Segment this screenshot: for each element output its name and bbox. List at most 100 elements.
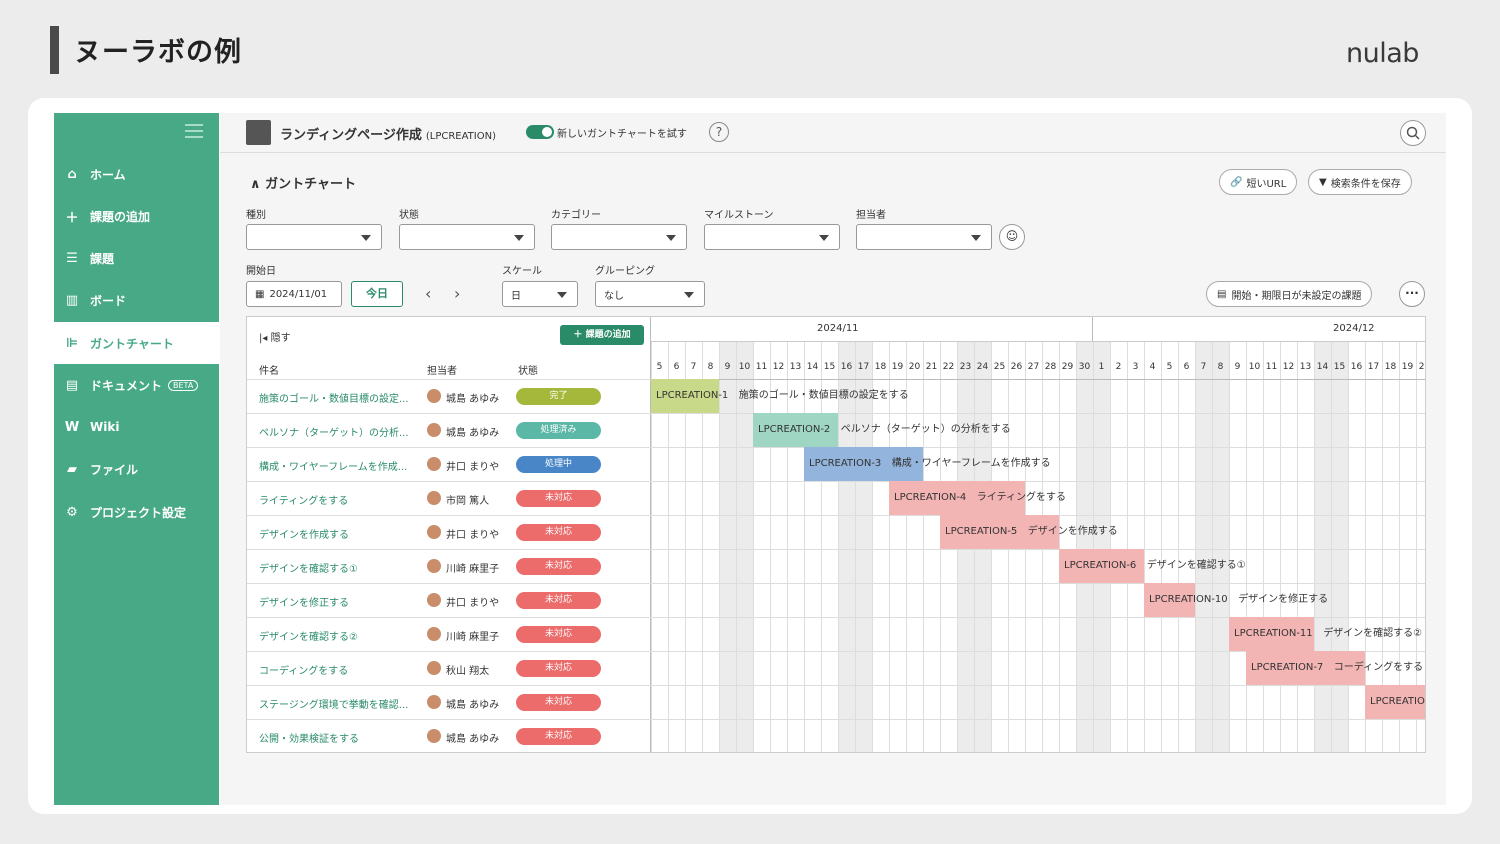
new-gantt-toggle[interactable]	[526, 125, 554, 139]
day-number: 12	[1282, 362, 1295, 372]
gantt-bar[interactable]: LPCREATION-7	[1246, 651, 1365, 685]
sidebar-item-document[interactable]: ▤ ドキュメント BETA	[54, 364, 219, 406]
search-icon[interactable]	[1400, 120, 1426, 146]
sidebar-item-board[interactable]: ▥ ボード	[65, 292, 127, 308]
day-number: 8	[707, 362, 714, 372]
file-icon: ▰	[67, 461, 77, 477]
day-column	[821, 342, 838, 752]
status-select[interactable]	[399, 224, 535, 250]
gantt-section-title[interactable]: ∧ ガントチャート	[250, 177, 356, 192]
next-arrow-icon[interactable]: ›	[454, 284, 461, 303]
table-row[interactable]: 構成・ワイヤーフレームを作成... 井口 まりや 処理中	[247, 447, 651, 481]
task-name-link[interactable]: 公開・効果検証をする	[259, 734, 359, 745]
project-title[interactable]: ランディングページ作成 (LPCREATION)	[280, 128, 496, 143]
table-row[interactable]: 公開・効果検証をする 城島 あゆみ 未対応	[247, 719, 651, 752]
sidebar-item-files[interactable]: ▰ ファイル	[54, 448, 219, 490]
day-column	[1246, 342, 1263, 752]
assignee-label: 担当者	[856, 210, 886, 221]
gantt-bar[interactable]: LPCREATION-5	[940, 515, 1059, 549]
status-badge: 未対応	[516, 524, 601, 541]
day-number: 23	[959, 362, 972, 372]
scale-select[interactable]: 日	[502, 281, 578, 307]
grouping-select[interactable]: なし	[595, 281, 705, 307]
short-url-button[interactable]: 🔗 短いURL	[1219, 169, 1298, 195]
help-icon[interactable]: ?	[709, 122, 729, 142]
plus-icon: ＋	[65, 210, 79, 226]
add-task-button[interactable]: ＋ 課題の追加	[560, 325, 644, 345]
status-badge: 未対応	[516, 490, 601, 507]
sidebar-item-gantt[interactable]: ⊫ ガントチャート	[54, 322, 219, 364]
type-select[interactable]	[246, 224, 382, 250]
category-select[interactable]	[551, 224, 687, 250]
day-column	[787, 342, 804, 752]
task-name-link[interactable]: コーディングをする	[259, 666, 349, 677]
gantt-bar[interactable]: LPCREATION-2	[753, 413, 838, 447]
table-row[interactable]: デザインを確認する① 川崎 麻里子 未対応	[247, 549, 651, 583]
task-name-link[interactable]: 施策のゴール・数値目標の設定...	[259, 394, 409, 405]
status-badge: 未対応	[516, 626, 601, 643]
day-number: 7	[690, 362, 697, 372]
table-row[interactable]: ペルソナ（ターゲット）の分析... 城島 あゆみ 処理済み	[247, 413, 651, 447]
table-row[interactable]: デザインを確認する② 川崎 麻里子 未対応	[247, 617, 651, 651]
day-column	[753, 342, 770, 752]
task-name-link[interactable]: デザインを作成する	[259, 530, 349, 541]
task-name-link[interactable]: 構成・ワイヤーフレームを作成...	[259, 462, 408, 473]
task-name-link[interactable]: デザインを確認する②	[259, 632, 358, 643]
day-number: 10	[1248, 362, 1261, 372]
table-row[interactable]: コーディングをする 秋山 翔太 未対応	[247, 651, 651, 685]
status-badge: 処理済み	[516, 422, 601, 439]
day-number: 9	[724, 362, 731, 372]
gantt-bar[interactable]: LPCREATION-6	[1059, 549, 1144, 583]
day-number: 15	[1333, 362, 1346, 372]
task-name-link[interactable]: ステージング環境で挙動を確認...	[259, 700, 409, 711]
sidebar-item-home[interactable]: ⌂ ホーム	[54, 153, 219, 195]
day-number: 24	[976, 362, 989, 372]
start-date-input[interactable]: ▦ 2024/11/01	[246, 281, 342, 307]
sidebar-item-issues[interactable]: ☰ 課題	[54, 237, 219, 279]
menu-icon[interactable]	[185, 124, 203, 138]
table-row[interactable]: ライティングをする 市岡 篤人 未対応	[247, 481, 651, 515]
type-label: 種別	[246, 210, 266, 221]
day-number: 3	[1132, 362, 1139, 372]
gantt-bar-label: デザインを確認する①	[1146, 560, 1246, 571]
avatar	[427, 423, 441, 437]
task-name-link[interactable]: デザインを修正する	[259, 598, 349, 609]
more-icon[interactable]: ···	[1399, 281, 1425, 307]
table-row[interactable]: デザインを作成する 井口 まりや 未対応	[247, 515, 651, 549]
assign-me-icon[interactable]: ☺	[999, 224, 1025, 250]
task-name-link[interactable]: ライティングをする	[259, 496, 349, 507]
day-number: 6	[1183, 362, 1190, 372]
table-row[interactable]: デザインを修正する 井口 まりや 未対応	[247, 583, 651, 617]
gantt-bar[interactable]: LPCREATION-10	[1144, 583, 1228, 617]
prev-arrow-icon[interactable]: ‹	[425, 284, 432, 303]
assignee-name: 城島 あゆみ	[446, 394, 500, 405]
month-label: 2024/11	[817, 323, 859, 334]
milestone-select[interactable]	[704, 224, 840, 250]
gantt-bar[interactable]: LPCREATION-1	[651, 379, 728, 413]
gantt-bar[interactable]: LPCREATION-4	[889, 481, 1025, 515]
table-row[interactable]: 施策のゴール・数値目標の設定... 城島 あゆみ 完了	[247, 379, 651, 413]
day-number: 1	[1098, 362, 1105, 372]
gear-icon: ⚙	[66, 504, 78, 520]
assignee-select[interactable]	[856, 224, 992, 250]
sidebar-item-settings[interactable]: ⚙ プロジェクト設定	[54, 491, 219, 533]
task-name-link[interactable]: デザインを確認する①	[259, 564, 358, 575]
avatar	[427, 661, 441, 675]
home-icon: ⌂	[67, 166, 77, 182]
hide-list-button[interactable]: |◂ 隠す	[259, 333, 291, 344]
gantt-bar[interactable]: LPCREATION	[1365, 685, 1425, 719]
today-button[interactable]: 今日	[351, 281, 403, 307]
day-number: 14	[806, 362, 819, 372]
day-column	[1161, 342, 1178, 752]
task-name-link[interactable]: ペルソナ（ターゲット）の分析...	[259, 428, 409, 439]
sidebar-item-wiki[interactable]: W Wiki	[64, 419, 120, 435]
unset-dates-button[interactable]: ▤ 開始・期限日が未設定の課題	[1206, 281, 1373, 307]
table-row[interactable]: ステージング環境で挙動を確認... 城島 あゆみ 未対応	[247, 685, 651, 719]
save-filter-button[interactable]: ▼ 検索条件を保存	[1308, 169, 1412, 195]
gantt-bar[interactable]: LPCREATION-3	[804, 447, 923, 481]
board-icon: ▥	[65, 292, 79, 308]
day-column	[1212, 342, 1229, 752]
day-number: 10	[738, 362, 751, 372]
sidebar-item-add-issue[interactable]: ＋課題の追加	[65, 209, 151, 226]
gantt-bar[interactable]: LPCREATION-11	[1229, 617, 1314, 651]
